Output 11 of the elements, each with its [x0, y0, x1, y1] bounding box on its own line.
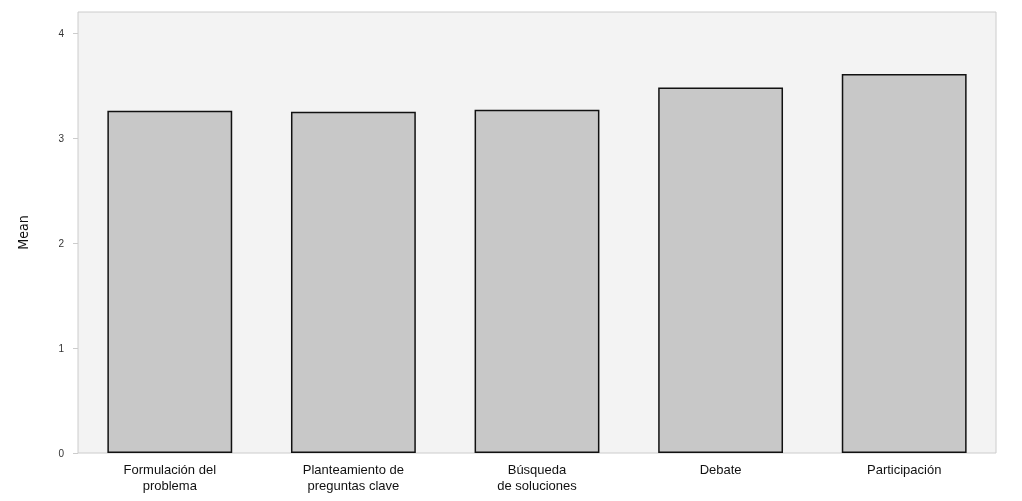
x-tick-label: Formulación del problema [123, 461, 217, 493]
y-tick-label: 1 [58, 342, 65, 354]
x-tick-label: Planteamiento de preguntas clave [302, 461, 404, 493]
y-tick-label: 4 [58, 27, 65, 39]
x-tick-label: Participación [866, 461, 942, 477]
x-tick-label: Búsqueda de soluciones [497, 461, 578, 493]
y-axis-title: Mean [15, 215, 31, 250]
y-tick-label: 2 [58, 237, 65, 249]
x-tick-label: Debate [699, 461, 742, 477]
y-tick-label: 0 [58, 447, 65, 459]
y-tick-label: 3 [58, 132, 65, 144]
